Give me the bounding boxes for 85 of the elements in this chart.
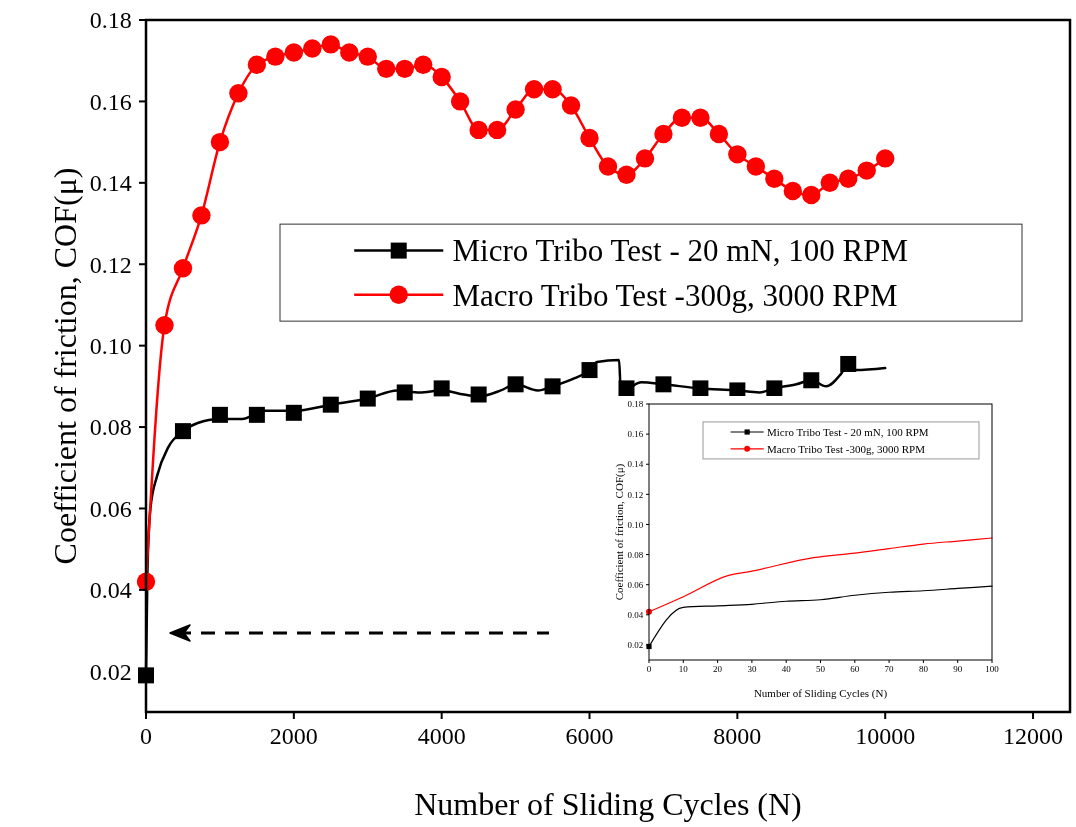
y-tick-label: 0.02 [627,640,644,651]
point [303,39,322,58]
y-tick-label: 0.04 [89,577,132,604]
point [598,157,618,176]
point [820,173,839,193]
point [487,120,507,140]
y-tick-label: 0.12 [627,489,644,500]
x-tick-label: 2000 [269,723,318,750]
point [266,47,285,66]
legend-label: Micro Tribo Test - 20 mN, 100 RPM [767,425,929,438]
y-tick-label: 0.04 [627,609,644,620]
x-tick-label: 12000 [1003,723,1064,750]
x-tick-label: 70 [884,664,895,675]
y-tick-label: 0.08 [89,414,132,441]
point [617,165,636,184]
point [229,84,248,103]
point [321,35,340,54]
point [746,157,766,176]
x-tick-label: 0 [646,664,652,675]
point [469,120,488,140]
point [395,59,414,79]
x-tick-label: 8000 [713,723,762,750]
y-tick-label: 0.10 [627,519,644,530]
point [691,108,710,127]
point [524,80,544,99]
point [561,96,581,115]
legend-label: Macro Tribo Test -300g, 3000 RPM [767,442,926,455]
point [765,169,784,188]
x-tick-label: 30 [747,664,757,675]
y-tick-label: 0.14 [627,459,644,470]
y-tick-label: 0.08 [627,549,644,560]
x-tick-label: 4000 [417,723,466,750]
point [506,100,525,119]
point [857,161,876,180]
x-tick-label: 20 [713,664,723,675]
point [728,145,747,164]
x-axis-title: Number of Sliding Cycles (N) [414,785,802,822]
point [377,59,396,79]
y-tick-label: 0.10 [89,333,132,360]
x-tick-label: 60 [850,664,860,675]
point [155,316,174,335]
point [450,92,470,111]
point [709,124,729,144]
point [672,108,692,127]
point [210,132,230,152]
y-tick-label: 0.12 [89,251,132,278]
point [580,128,599,148]
x-tick-label: 40 [781,664,792,675]
legend-label: Micro Tribo Test - 20 mN, 100 RPM [452,233,908,269]
x-tick-label: 0 [140,723,152,750]
y-axis-title: Coefficient of friction, COF(μ) [612,463,626,601]
x-tick-label: 10 [678,664,689,675]
point [173,259,193,278]
x-tick-label: 6000 [565,723,614,750]
point [783,181,802,201]
point [358,47,377,66]
y-tick-label: 0.06 [627,579,644,590]
y-tick-label: 0.02 [89,658,132,685]
point [340,43,359,62]
x-tick-label: 80 [918,664,929,675]
point [654,124,673,144]
line-series [648,537,993,613]
x-tick-label: 100 [985,664,1000,675]
point [414,55,433,74]
point [432,67,451,87]
point [543,80,562,99]
point [802,185,821,205]
y-tick-label: 0.14 [89,170,132,197]
x-axis-title: Number of Sliding Cycles (N) [753,686,888,700]
legend-label: Macro Tribo Test -300g, 3000 RPM [452,277,898,313]
y-tick-label: 0.16 [627,429,644,440]
point [876,149,895,168]
point [284,43,304,62]
y-axis-title: Coefficient of friction, COF(μ) [47,167,84,565]
y-tick-label: 0.18 [89,7,132,34]
y-tick-label: 0.06 [89,495,132,522]
point [192,206,211,225]
x-tick-label: 10000 [855,723,916,750]
x-tick-label: 90 [953,664,963,675]
y-tick-label: 0.16 [89,88,132,115]
point [635,149,655,168]
y-tick-label: 0.18 [627,399,644,410]
point [839,169,858,188]
x-tick-label: 50 [816,664,826,675]
point [247,55,267,74]
